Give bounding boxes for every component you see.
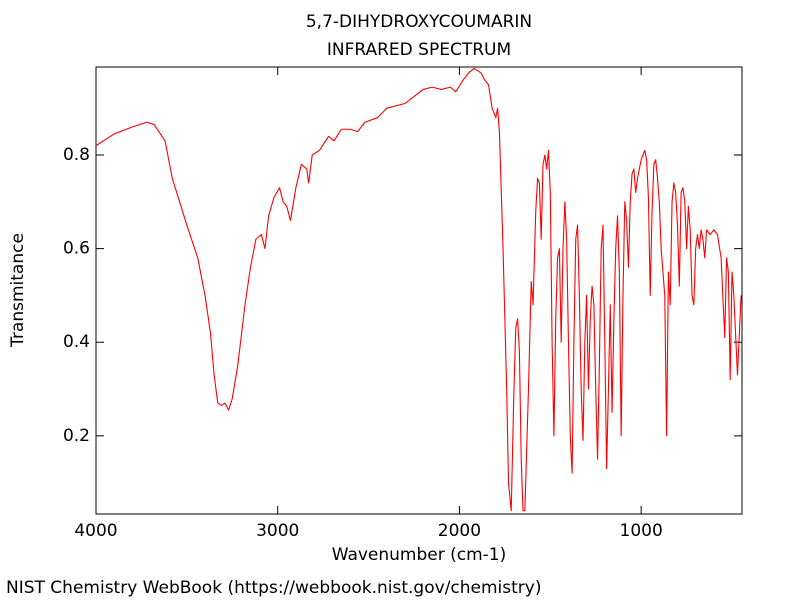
x-tick-label: 4000 — [74, 521, 117, 541]
x-axis-label: Wavenumber (cm-1) — [332, 545, 507, 565]
spectrum-line — [95, 67, 742, 512]
x-tick-label: 1000 — [620, 521, 663, 541]
x-tick-label: 3000 — [256, 521, 299, 541]
y-tick-label: 0.8 — [63, 145, 90, 165]
x-tick-label: 2000 — [438, 521, 481, 541]
y-tick-label: 0.4 — [63, 332, 90, 352]
plot-frame — [95, 66, 743, 515]
y-tick-label: 0.6 — [63, 239, 90, 259]
y-axis-label: Transmitance — [8, 233, 28, 348]
source-note: NIST Chemistry WebBook (https://webbook.… — [6, 578, 541, 598]
chart-subtitle: INFRARED SPECTRUM — [327, 40, 511, 60]
y-tick-label: 0.2 — [63, 426, 90, 446]
chart-title: 5,7-DIHYDROXYCOUMARIN — [306, 12, 532, 32]
